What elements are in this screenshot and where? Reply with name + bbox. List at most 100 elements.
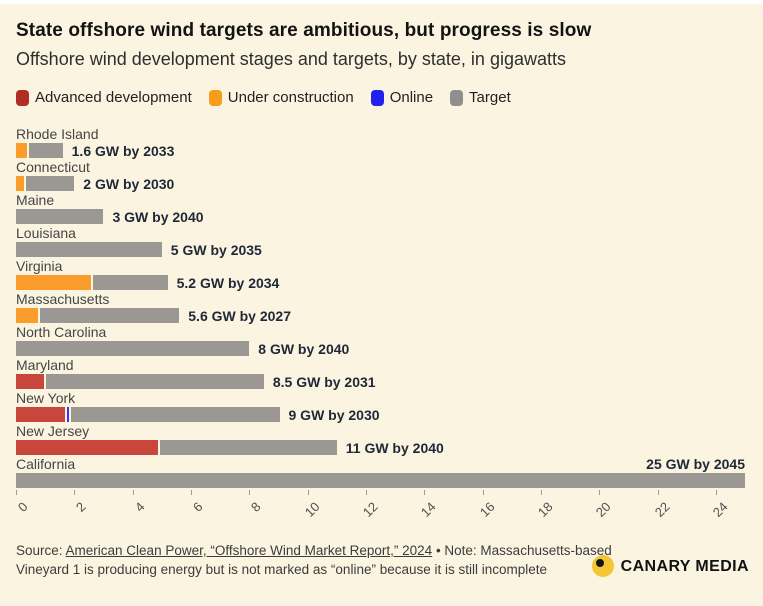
chart-row: New Jersey 11 GW by 2040 [16, 423, 747, 456]
axis-tick-mark [715, 490, 717, 495]
axis-tick-label: 2 [73, 499, 89, 515]
legend-label: Target [469, 89, 511, 106]
legend-item-advanced: Advanced development [16, 89, 192, 106]
source-note: Source: American Clean Power, “Offshore … [16, 541, 616, 579]
chart-card: State offshore wind targets are ambitiou… [14, 20, 749, 579]
chart-row: New York 9 GW by 2030 [16, 390, 747, 423]
axis-tick-label: 10 [301, 499, 323, 520]
state-label: Rhode Island [16, 126, 99, 142]
bar-segment-advanced [16, 440, 158, 455]
state-label: Maine [16, 192, 55, 208]
bar-segment-target [16, 242, 162, 257]
chart-row: Virginia 5.2 GW by 2034 [16, 258, 747, 291]
bar-chart: Rhode Island 1.6 GW by 2033 Connecticut 2 G… [16, 126, 747, 489]
legend-item-under_construction: Under construction [208, 89, 354, 106]
chart-subtitle: Offshore wind development stages and tar… [16, 49, 566, 69]
bar-segment-under-construction [16, 176, 24, 191]
bar-segment-target [16, 209, 104, 224]
axis-tick-label: 22 [651, 499, 673, 520]
bar-segment-target [25, 176, 75, 191]
value-label: 3 GW by 2040 [112, 208, 204, 225]
value-label: 25 GW by 2045 [646, 456, 745, 472]
value-label: 9 GW by 2030 [288, 406, 380, 423]
axis-tick-label: 0 [14, 499, 31, 515]
axis-tick-mark [424, 490, 426, 495]
state-label: New York [16, 390, 76, 406]
axis-tick-mark [657, 490, 659, 495]
source-link[interactable]: American Clean Power, “Offshore Wind Mar… [65, 543, 433, 558]
chart-row: North Carolina 8 GW by 2040 [16, 324, 747, 357]
value-label: 8.5 GW by 2031 [272, 373, 376, 390]
axis-tick-label: 12 [359, 499, 381, 520]
stacked-bar [16, 176, 75, 191]
footer: Source: American Clean Power, “Offshore … [16, 541, 749, 579]
stacked-bar [16, 407, 280, 422]
legend-swatch-icon [16, 89, 29, 106]
state-label: New Jersey [16, 423, 90, 439]
legend-label: Online [389, 89, 434, 106]
stacked-bar [16, 275, 168, 290]
state-label: Louisiana [16, 225, 76, 241]
source-rest: • Note: Massachusetts-based Vineyard 1 i… [16, 543, 612, 577]
legend-swatch-icon [370, 89, 384, 106]
axis-tick-mark [132, 490, 134, 495]
bar-segment-target [92, 275, 168, 290]
axis-tick-label: 4 [131, 499, 148, 515]
state-label: Maryland [16, 357, 74, 373]
stacked-bar [16, 473, 745, 488]
axis-tick-label: 24 [709, 499, 731, 520]
bar-segment-under-construction [16, 308, 39, 323]
chart-row: California 25 GW by 2045 [16, 456, 747, 489]
chart-row: Massachusetts 5.6 GW by 2027 [16, 291, 747, 324]
source-prefix: Source: [16, 543, 66, 558]
bar-segment-target [46, 374, 264, 389]
chart-legend: Advanced development Under construction On… [16, 89, 747, 106]
bar-segment-target [28, 143, 63, 158]
axis-tick-label: 18 [534, 499, 556, 520]
stacked-bar [16, 341, 250, 356]
stacked-bar [16, 440, 337, 455]
bar-segment-online [66, 407, 69, 422]
state-label: California [16, 456, 76, 472]
axis-tick-mark [307, 490, 309, 495]
value-label: 11 GW by 2040 [345, 439, 444, 456]
axis-tick-label: 6 [189, 499, 206, 515]
stacked-bar [16, 242, 162, 257]
value-label: 2 GW by 2030 [83, 175, 175, 192]
stacked-bar [16, 308, 180, 323]
axis-tick-label: 20 [592, 499, 614, 520]
axis-tick-label: 14 [418, 499, 439, 520]
axis-tick-mark [16, 490, 17, 495]
value-label: 5 GW by 2035 [170, 241, 262, 258]
axis-tick-label: 16 [476, 499, 498, 520]
bar-segment-advanced [16, 407, 65, 422]
legend-item-target: Target [450, 89, 511, 106]
stacked-bar [16, 143, 63, 158]
axis-tick-label: 8 [248, 499, 264, 515]
chart-row: Louisiana 5 GW by 2035 [16, 225, 747, 258]
bar-segment-target [40, 308, 180, 323]
state-label: Virginia [16, 258, 63, 274]
axis-tick-mark [74, 490, 76, 495]
stacked-bar [16, 374, 264, 389]
legend-label: Advanced development [35, 89, 192, 106]
x-axis: 0 2 4 6 8 10 12 14 16 18 20 22 24 [14, 489, 747, 533]
axis-tick-mark [540, 490, 542, 495]
legend-label: Under construction [227, 89, 354, 106]
window-top-edge [0, 0, 763, 4]
value-label: 1.6 GW by 2033 [71, 142, 175, 159]
canary-media-logo: CANARY MEDIA [591, 555, 749, 577]
legend-swatch-icon [450, 89, 464, 106]
state-label: North Carolina [16, 324, 107, 340]
stacked-bar [16, 209, 104, 224]
bar-segment-target [16, 473, 745, 488]
bar-segment-under-construction [16, 143, 27, 158]
value-label: 5.2 GW by 2034 [176, 274, 280, 291]
state-label: Connecticut [16, 159, 90, 175]
bar-segment-target [16, 341, 250, 356]
axis-tick-mark [190, 490, 192, 495]
canary-logo-text: CANARY MEDIA [620, 557, 749, 575]
state-label: Massachusetts [16, 291, 110, 307]
bar-segment-advanced [16, 374, 45, 389]
axis-tick-mark [599, 490, 601, 495]
